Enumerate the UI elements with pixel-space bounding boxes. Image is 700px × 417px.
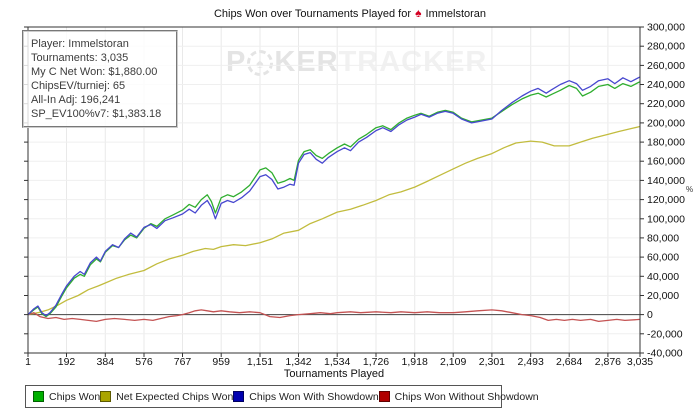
stats-line: SP_EV100%v7: $1,383.18	[31, 108, 162, 120]
player-stats-box: Player: Immelstoran Tournaments: 3,035 My …	[22, 30, 178, 128]
svg-text:1,534: 1,534	[324, 356, 350, 368]
stats-line: ChipsEV/turniej: 65	[31, 80, 126, 92]
svg-text:1,342: 1,342	[285, 356, 311, 368]
svg-text:180,000: 180,000	[647, 137, 685, 149]
svg-text:60,000: 60,000	[647, 252, 679, 264]
svg-text:240,000: 240,000	[647, 79, 685, 91]
svg-text:80,000: 80,000	[647, 232, 679, 244]
svg-text:2,493: 2,493	[518, 356, 544, 368]
watermark-poker-p: P	[226, 46, 247, 78]
pokertracker-watermark: P ♠ KER TRACKER	[226, 46, 487, 79]
svg-text:1,151: 1,151	[247, 356, 273, 368]
svg-text:959: 959	[212, 356, 230, 368]
svg-text:1,918: 1,918	[402, 356, 428, 368]
svg-text:2,684: 2,684	[556, 356, 582, 368]
stats-line: My C Net Won: $1,880.00	[31, 66, 158, 78]
svg-text:100,000: 100,000	[647, 213, 685, 225]
chart-title-text: Chips Won over Tournaments Played for	[213, 8, 412, 20]
svg-text:2,109: 2,109	[440, 356, 466, 368]
svg-text:20,000: 20,000	[647, 290, 679, 302]
watermark-tracker: TRACKER	[338, 46, 488, 78]
svg-text:Tournaments Played: Tournaments Played	[284, 368, 384, 380]
svg-text:200,000: 200,000	[647, 117, 685, 129]
svg-text:160,000: 160,000	[647, 156, 685, 168]
legend-label: Chips Won	[49, 390, 101, 403]
svg-text:40,000: 40,000	[647, 271, 679, 283]
chart-title-player: Immelstoran	[425, 8, 487, 20]
svg-text:280,000: 280,000	[647, 41, 685, 53]
svg-text:2,301: 2,301	[479, 356, 505, 368]
svg-text:300,000: 300,000	[647, 22, 685, 34]
svg-text:767: 767	[174, 356, 192, 368]
svg-text:384: 384	[97, 356, 115, 368]
svg-text:220,000: 220,000	[647, 98, 685, 110]
svg-text:%: %	[686, 185, 693, 194]
chart-title: Chips Won over Tournaments Played for ♠ …	[0, 6, 700, 20]
svg-text:576: 576	[135, 356, 153, 368]
legend-label: Chips Won With Showdown	[249, 390, 379, 403]
stats-line: Tournaments: 3,035	[31, 52, 129, 64]
legend-item: Chips Won Without Showdown	[378, 390, 539, 403]
chart-legend: Chips Won Net Expected Chips Won Chips Won…	[25, 385, 539, 408]
svg-text:-40,000: -40,000	[647, 348, 683, 360]
svg-text:1: 1	[25, 356, 31, 368]
svg-text:260,000: 260,000	[647, 60, 685, 72]
legend-swatch-icon	[233, 391, 245, 402]
legend-swatch-icon	[100, 391, 112, 402]
svg-text:192: 192	[58, 356, 76, 368]
stats-line: All-In Adj: 196,241	[31, 94, 121, 106]
stats-line: Player: Immelstoran	[31, 38, 129, 50]
svg-text:1,726: 1,726	[363, 356, 389, 368]
legend-swatch-icon	[33, 391, 44, 402]
legend-item: Chips Won	[33, 391, 100, 403]
legend-label: Chips Won Without Showdown	[394, 390, 539, 403]
legend-label: Net Expected Chips Won	[116, 390, 234, 403]
svg-text:3,035: 3,035	[627, 356, 653, 368]
legend-item: Chips Won With Showdown	[233, 390, 379, 403]
svg-text:120,000: 120,000	[647, 194, 685, 206]
watermark-poker-rest: KER	[274, 46, 339, 78]
red-spade-site-icon: ♠	[415, 6, 422, 20]
legend-item: Net Expected Chips Won	[100, 391, 233, 403]
legend-swatch-icon	[378, 391, 390, 402]
svg-text:140,000: 140,000	[647, 175, 685, 187]
svg-text:2,876: 2,876	[595, 356, 621, 368]
svg-text:-20,000: -20,000	[647, 328, 683, 340]
svg-text:0: 0	[647, 309, 653, 321]
